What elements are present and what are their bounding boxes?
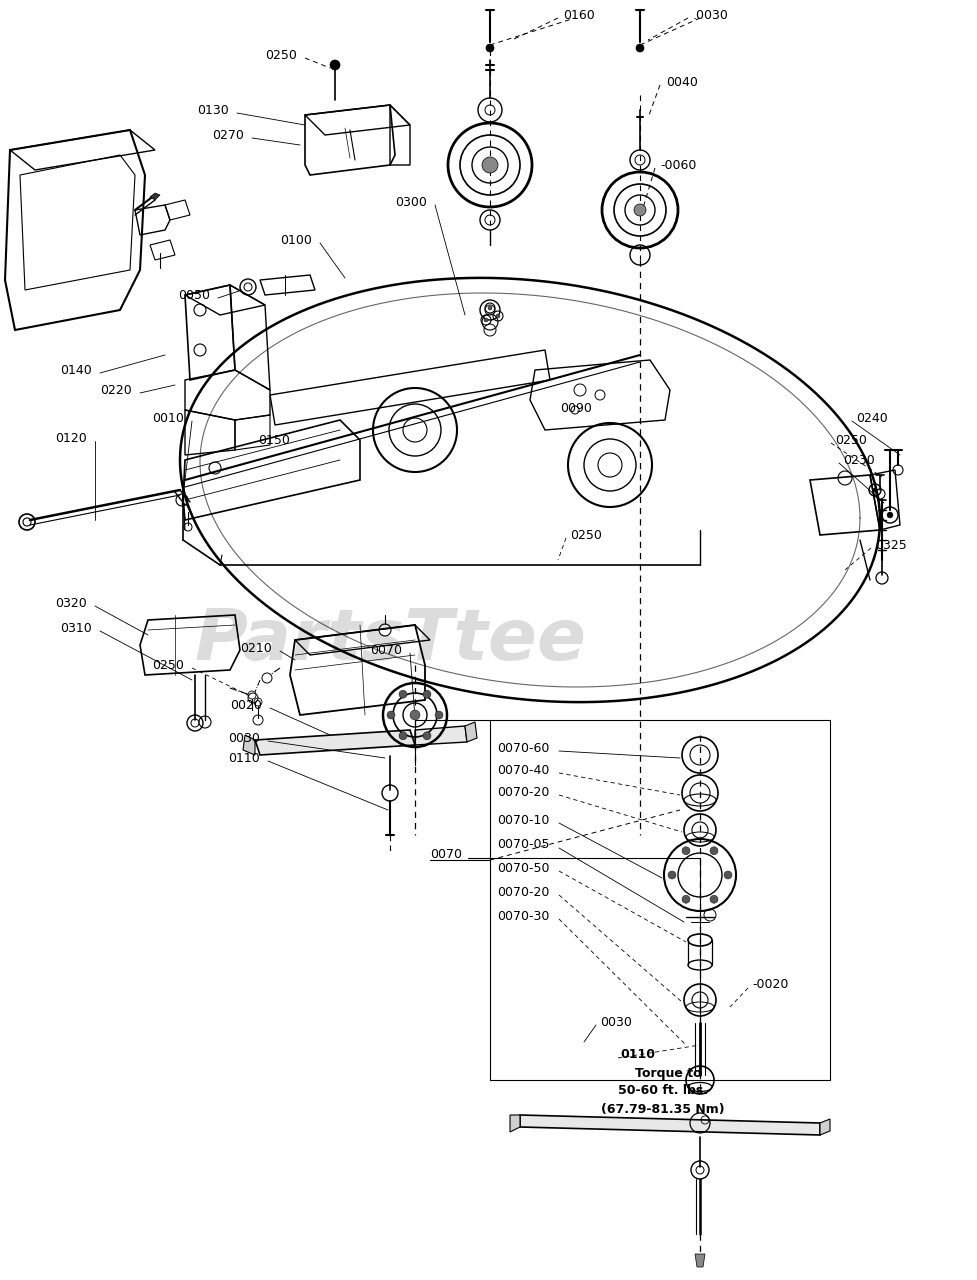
Text: 0070-50: 0070-50 <box>496 861 549 874</box>
Circle shape <box>435 710 443 719</box>
Text: Torque to: Torque to <box>634 1066 701 1079</box>
Text: 0300: 0300 <box>395 196 426 209</box>
Text: 0150: 0150 <box>258 434 289 447</box>
Text: 0050: 0050 <box>178 288 210 302</box>
Text: 0070-20: 0070-20 <box>496 786 549 799</box>
Polygon shape <box>819 1119 829 1135</box>
Circle shape <box>399 690 406 698</box>
Polygon shape <box>149 193 160 200</box>
Text: 0070-05: 0070-05 <box>496 838 549 851</box>
Text: 0020: 0020 <box>230 699 262 712</box>
Text: 0250: 0250 <box>265 49 297 61</box>
Text: 0070-60: 0070-60 <box>496 741 549 754</box>
Circle shape <box>387 710 395 719</box>
Circle shape <box>709 847 717 855</box>
Circle shape <box>681 847 690 855</box>
Text: -0060: -0060 <box>659 159 696 172</box>
Text: .0030: .0030 <box>693 9 728 22</box>
Polygon shape <box>464 722 477 742</box>
Circle shape <box>488 306 491 310</box>
Text: 0320: 0320 <box>55 596 87 609</box>
Text: 0070-40: 0070-40 <box>496 763 549 777</box>
Polygon shape <box>520 1115 819 1135</box>
Circle shape <box>423 690 431 698</box>
Polygon shape <box>414 726 467 745</box>
Text: 0270: 0270 <box>212 128 243 142</box>
Text: (67.79-81.35 Nm): (67.79-81.35 Nm) <box>601 1103 724 1116</box>
Circle shape <box>633 204 646 216</box>
Text: 0070-30: 0070-30 <box>496 910 549 923</box>
Text: 0325: 0325 <box>874 539 906 552</box>
Text: 0070: 0070 <box>369 644 402 657</box>
Circle shape <box>681 895 690 904</box>
Text: 0070-10: 0070-10 <box>496 814 549 827</box>
Circle shape <box>484 317 488 323</box>
Polygon shape <box>509 1115 520 1132</box>
Text: 0070-20: 0070-20 <box>496 886 549 899</box>
Circle shape <box>886 512 892 518</box>
Circle shape <box>495 314 499 317</box>
Circle shape <box>423 732 431 740</box>
Circle shape <box>872 488 876 492</box>
Text: 0250: 0250 <box>151 658 184 672</box>
Text: 0230: 0230 <box>842 453 873 466</box>
Text: 0090: 0090 <box>560 402 591 415</box>
Circle shape <box>409 710 419 719</box>
Text: 0110: 0110 <box>228 751 260 764</box>
Polygon shape <box>255 730 414 755</box>
Circle shape <box>329 60 340 70</box>
Text: 0140: 0140 <box>60 364 92 376</box>
Circle shape <box>723 870 731 879</box>
Text: 0100: 0100 <box>279 233 312 247</box>
Text: 0240: 0240 <box>855 411 887 425</box>
Circle shape <box>482 157 497 173</box>
Text: 0120: 0120 <box>55 431 87 444</box>
Text: 0010: 0010 <box>151 411 184 425</box>
Text: 0110: 0110 <box>619 1048 655 1061</box>
Text: PartsTtee: PartsTtee <box>193 605 585 675</box>
Circle shape <box>709 895 717 904</box>
Circle shape <box>635 44 643 52</box>
Polygon shape <box>695 1254 704 1267</box>
Text: 0250: 0250 <box>570 529 601 541</box>
Text: -0020: -0020 <box>751 978 787 992</box>
Text: 0040: 0040 <box>665 76 698 88</box>
Polygon shape <box>242 735 255 755</box>
Text: 0220: 0220 <box>100 384 132 397</box>
Text: 0250: 0250 <box>834 434 866 447</box>
Text: 50-60 ft. lbs.: 50-60 ft. lbs. <box>617 1084 707 1097</box>
Text: 0070: 0070 <box>430 849 461 861</box>
Text: 0160: 0160 <box>563 9 594 22</box>
Text: 0030: 0030 <box>228 731 260 745</box>
Circle shape <box>399 732 406 740</box>
Text: 0030: 0030 <box>599 1015 631 1029</box>
Text: 0310: 0310 <box>60 622 92 635</box>
Text: 0130: 0130 <box>196 104 229 116</box>
Circle shape <box>486 44 493 52</box>
Circle shape <box>667 870 675 879</box>
Text: 0210: 0210 <box>239 641 272 654</box>
